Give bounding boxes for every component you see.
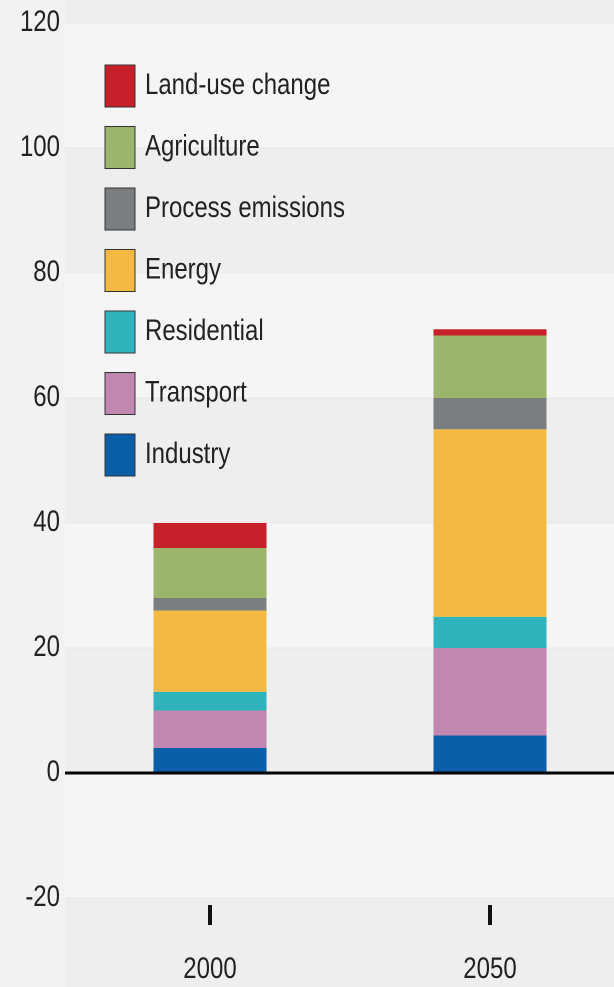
bar-segment [153,548,267,598]
bar-segment [433,429,547,617]
legend-swatch [104,64,136,108]
bar-segment [433,616,547,648]
bar-segment [433,335,547,398]
legend-swatch [104,372,136,415]
bar-segment [153,710,267,748]
x-tick-label: 2050 [463,950,516,984]
legend-label: Residential [145,312,264,346]
bar-segment [153,691,267,711]
legend-swatch [104,126,136,169]
legend-swatch [104,310,136,354]
bar-segment [153,523,267,548]
legend-label: Process emissions [145,189,345,223]
y-tick-label: 80 [33,253,60,287]
bar-segment [153,748,267,773]
y-tick-label: 40 [33,503,60,537]
y-tick-label: -20 [25,878,60,912]
grid-band [65,23,614,148]
bar-segment [153,598,267,611]
bar-segment [433,329,547,336]
y-tick-label: 0 [47,753,60,787]
y-tick-label: 120 [20,3,60,37]
bar-segment [433,648,547,736]
legend-label: Transport [145,374,247,408]
bar-segment [153,610,267,692]
legend-label: Land-use change [145,66,330,100]
y-tick-label: 100 [20,128,60,162]
grid-band [65,773,614,898]
legend-swatch [104,249,136,292]
bar-segment [433,735,547,773]
legend-swatch [104,433,136,477]
legend-swatch [104,187,136,231]
y-tick-label: 20 [33,628,60,662]
x-tick-label: 2000 [183,950,236,984]
legend-label: Agriculture [145,128,260,162]
legend-label: Industry [145,435,231,469]
legend-label: Energy [145,251,221,285]
bar-segment [433,398,547,430]
y-tick-label: 60 [33,378,60,412]
